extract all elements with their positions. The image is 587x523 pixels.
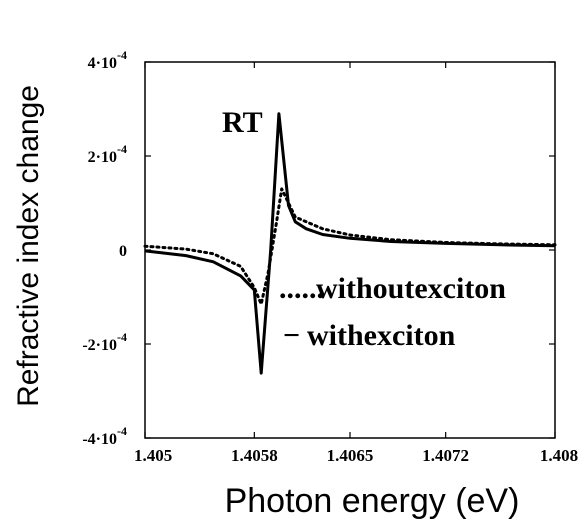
x-tick-label: 1.4058 — [231, 446, 278, 465]
legend-withexciton-marker: − — [283, 319, 300, 352]
tick-marks — [144, 61, 556, 439]
legend-withexciton-label: withexciton — [307, 319, 456, 352]
x-tick-label: 1.408 — [540, 446, 578, 465]
x-tick-label: 1.4072 — [422, 446, 469, 465]
y-tick-label: 2·10-4 — [88, 142, 127, 166]
legend-withoutexciton-marker: ...... — [279, 272, 324, 305]
x-axis-label: Photon energy (eV) — [225, 482, 520, 520]
y-tick-label: -4·10-4 — [82, 424, 127, 448]
y-tick-label: 4·10-4 — [88, 48, 127, 72]
y-tick-label: -2·10-4 — [82, 330, 127, 354]
x-tick-label: 1.405 — [134, 446, 172, 465]
rt-annotation: RT — [222, 106, 263, 139]
y-axis-label: Refractive index change — [12, 85, 45, 407]
y-tick-labels: 4·10-4 2·10-4 0 -2·10-4 -4·10-4 — [82, 48, 127, 448]
series-layer — [143, 112, 557, 375]
series-withoutexciton — [143, 187, 557, 306]
y-tick-label: 0 — [119, 243, 127, 260]
x-tick-labels: 1.405 1.4058 1.4065 1.4072 1.408 — [134, 446, 578, 465]
legend-withoutexciton-label: withoutexciton — [316, 272, 506, 305]
x-tick-label: 1.4065 — [327, 446, 374, 465]
plot-frame — [144, 61, 556, 439]
